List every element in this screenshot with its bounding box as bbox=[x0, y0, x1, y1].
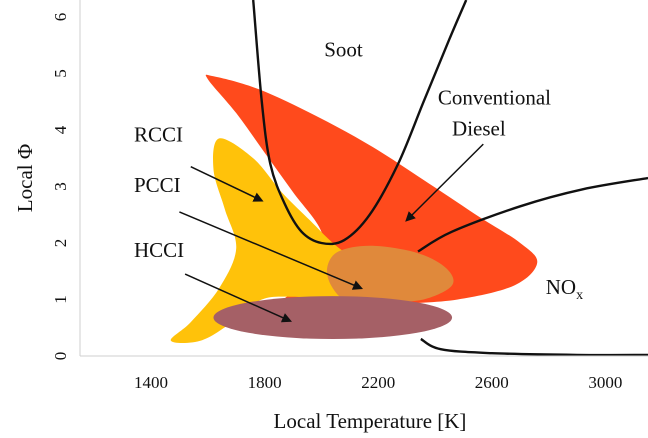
x-axis-title: Local Temperature [K] bbox=[274, 409, 467, 433]
x-tick-label: 2600 bbox=[475, 373, 509, 392]
annotation-pcci: PCCI bbox=[134, 173, 181, 197]
region-rcci bbox=[170, 138, 370, 343]
y-tick-label: 4 bbox=[51, 125, 70, 134]
annotation-arrow bbox=[184, 273, 292, 323]
annotation-arrow bbox=[405, 143, 484, 222]
y-tick-label: 1 bbox=[51, 295, 70, 304]
annotation-arrow bbox=[179, 211, 364, 290]
x-tick-label: 1400 bbox=[134, 373, 168, 392]
regions-layer bbox=[170, 74, 538, 343]
arrows-layer bbox=[179, 143, 484, 323]
region-conventional-diesel bbox=[205, 74, 538, 333]
annotation-conventional: Conventional bbox=[438, 86, 551, 110]
y-tick-label: 3 bbox=[51, 182, 70, 191]
x-tick-labels: 1400 1800 2200 2600 3000 bbox=[134, 373, 622, 392]
y-tick-label: 5 bbox=[51, 69, 70, 78]
y-tick-label: 6 bbox=[51, 13, 70, 22]
y-tick-labels: 0 1 2 3 4 5 6 bbox=[51, 13, 70, 361]
y-axis-title: Local Φ bbox=[13, 144, 37, 212]
boundary-soot bbox=[252, 0, 468, 246]
annotation-rcci: RCCI bbox=[134, 122, 183, 146]
annotation-soot: Soot bbox=[324, 38, 363, 62]
x-tick-label: 2200 bbox=[361, 373, 395, 392]
x-tick-label: 1800 bbox=[248, 373, 282, 392]
annotation-diesel: Diesel bbox=[452, 117, 506, 141]
y-tick-label: 0 bbox=[51, 352, 70, 361]
boundary-nox bbox=[417, 176, 648, 253]
y-tick-label: 2 bbox=[51, 239, 70, 248]
annotation-hcci: HCCI bbox=[134, 238, 184, 262]
boundaries-layer bbox=[252, 0, 648, 357]
region-hcci bbox=[213, 296, 453, 340]
annotation-arrow bbox=[190, 166, 264, 202]
boundary-lower-2 bbox=[420, 337, 648, 357]
x-tick-label: 3000 bbox=[588, 373, 622, 392]
